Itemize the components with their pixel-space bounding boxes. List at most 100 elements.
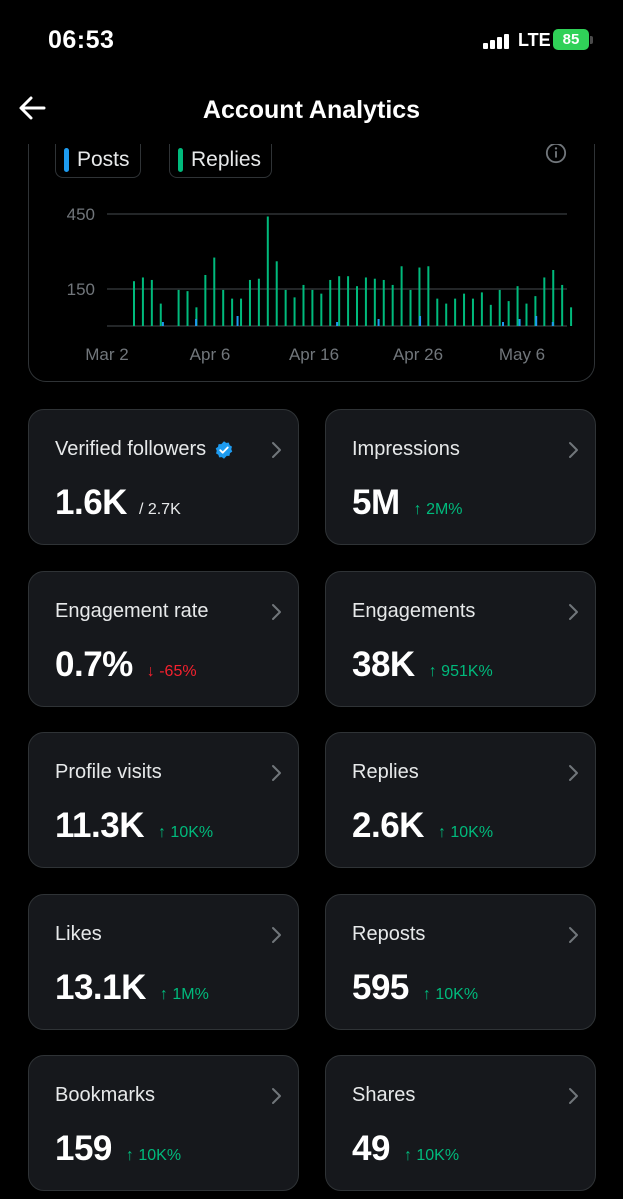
bar-replies [133, 281, 135, 326]
bar-posts [336, 322, 339, 326]
bar-replies [320, 293, 323, 326]
metric-card-profile-visits[interactable]: Profile visits 11.3K ↑ 10K% [28, 732, 299, 868]
bar-posts [236, 316, 239, 326]
top-navbar: Account Analytics [0, 80, 623, 144]
battery-cap [590, 36, 593, 44]
chevron-right-icon [272, 442, 281, 458]
metric-card-bookmarks[interactable]: Bookmarks 159 ↑ 10K% [28, 1055, 299, 1191]
bar-posts [502, 322, 505, 326]
chart-card: 450 150 Mar 2 Apr 6 Apr 16 Apr 26 May 6 Posts … [28, 130, 595, 382]
x-tick-label: May 6 [499, 345, 545, 364]
info-icon[interactable] [545, 142, 567, 164]
bar-replies [302, 284, 305, 326]
metric-label-text: Impressions [352, 438, 460, 460]
metric-label-text: Shares [352, 1084, 416, 1106]
legend-replies[interactable]: Replies [169, 142, 273, 178]
y-tick-label: 150 [67, 280, 95, 299]
metric-card-shares[interactable]: Shares 49 ↑ 10K% [325, 1055, 596, 1191]
battery-icon: 85 [553, 29, 589, 50]
change-up: ↑ 2M% [413, 501, 463, 518]
bar-replies [347, 276, 350, 326]
bar-posts [551, 322, 554, 326]
legend-posts-label: Posts [77, 147, 130, 171]
bar-replies [248, 279, 251, 326]
metric-label-text: Profile visits [55, 761, 162, 783]
metric-value: 2.6K [352, 806, 424, 845]
metric-label-text: Bookmarks [55, 1084, 156, 1106]
metric-card-reposts[interactable]: Reposts 595 ↑ 10K% [325, 894, 596, 1030]
bar-replies [141, 277, 144, 326]
metric-label: Profile visits [55, 761, 162, 784]
metric-card-verified-followers[interactable]: Verified followers 1.6K / 2.7K [28, 409, 299, 545]
change-up: ↑ 10K% [422, 986, 479, 1003]
bar-replies [222, 289, 225, 326]
metric-value: 0.7% [55, 645, 133, 684]
bar-replies [507, 301, 510, 326]
metric-label: Shares [352, 1084, 415, 1107]
bar-replies [525, 303, 528, 326]
legend-posts[interactable]: Posts [55, 142, 141, 178]
bar-replies [364, 277, 367, 326]
bar-posts [535, 316, 538, 326]
chevron-right-icon [569, 927, 578, 943]
bar-replies [534, 296, 537, 326]
verified-badge-icon [215, 440, 233, 459]
chevron-right-icon [272, 927, 281, 943]
metric-total: / 2.7K [138, 501, 181, 518]
bar-replies [177, 289, 180, 326]
metric-value-row: 2.6K ↑ 10K% [352, 806, 493, 846]
metric-value-row: 595 ↑ 10K% [352, 968, 478, 1008]
bar-posts [195, 319, 198, 326]
bar-replies [454, 298, 457, 326]
bar-replies [311, 289, 314, 326]
bar-posts [161, 322, 164, 326]
metric-label: Likes [55, 923, 102, 946]
metric-value: 11.3K [55, 806, 144, 845]
bar-posts [377, 319, 380, 326]
bar-replies [159, 303, 162, 326]
y-tick-label: 450 [67, 205, 95, 224]
chevron-right-icon [272, 1088, 281, 1104]
bar-replies [543, 277, 546, 326]
metric-value-row: 13.1K ↑ 1M% [55, 968, 209, 1008]
bar-replies [552, 270, 555, 326]
bar-replies [445, 303, 448, 326]
bar-replies [293, 297, 296, 326]
metric-card-engagements[interactable]: Engagements 38K ↑ 951K% [325, 571, 596, 707]
bar-replies [195, 307, 198, 326]
metric-label: Impressions [352, 438, 460, 461]
chevron-right-icon [272, 604, 281, 620]
bar-replies [498, 289, 501, 326]
metric-card-impressions[interactable]: Impressions 5M ↑ 2M% [325, 409, 596, 545]
metric-label-text: Reposts [352, 923, 426, 945]
legend-replies-label: Replies [191, 147, 262, 171]
back-arrow-icon[interactable] [14, 90, 50, 126]
bar-replies [463, 293, 466, 326]
bar-replies [400, 266, 403, 326]
bar-replies [240, 298, 243, 326]
change-up: ↑ 1M% [159, 986, 209, 1003]
metric-value: 5M [352, 483, 400, 522]
bar-replies [373, 278, 376, 326]
metric-label: Engagement rate [55, 600, 208, 623]
bar-replies [213, 257, 216, 326]
metric-value: 1.6K [55, 483, 127, 522]
change-up: ↑ 10K% [157, 824, 214, 841]
metric-value-row: 11.3K ↑ 10K% [55, 806, 213, 846]
bar-replies [150, 279, 153, 326]
chevron-right-icon [569, 604, 578, 620]
metric-card-engagement-rate[interactable]: Engagement rate 0.7% ↓ -65% [28, 571, 299, 707]
bar-replies [356, 286, 358, 326]
chevron-right-icon [569, 1088, 578, 1104]
analytics-chart: 450 150 Mar 2 Apr 6 Apr 16 Apr 26 May 6 [67, 205, 573, 364]
metric-card-replies[interactable]: Replies 2.6K ↑ 10K% [325, 732, 596, 868]
bar-replies [489, 304, 492, 326]
bar-replies [480, 292, 483, 326]
metric-value-row: 49 ↑ 10K% [352, 1129, 459, 1169]
bar-replies [391, 284, 394, 326]
metric-card-likes[interactable]: Likes 13.1K ↑ 1M% [28, 894, 299, 1030]
bar-replies [338, 276, 341, 326]
change-up: ↑ 10K% [437, 824, 494, 841]
bar-replies [266, 216, 269, 326]
metric-value: 38K [352, 645, 415, 684]
